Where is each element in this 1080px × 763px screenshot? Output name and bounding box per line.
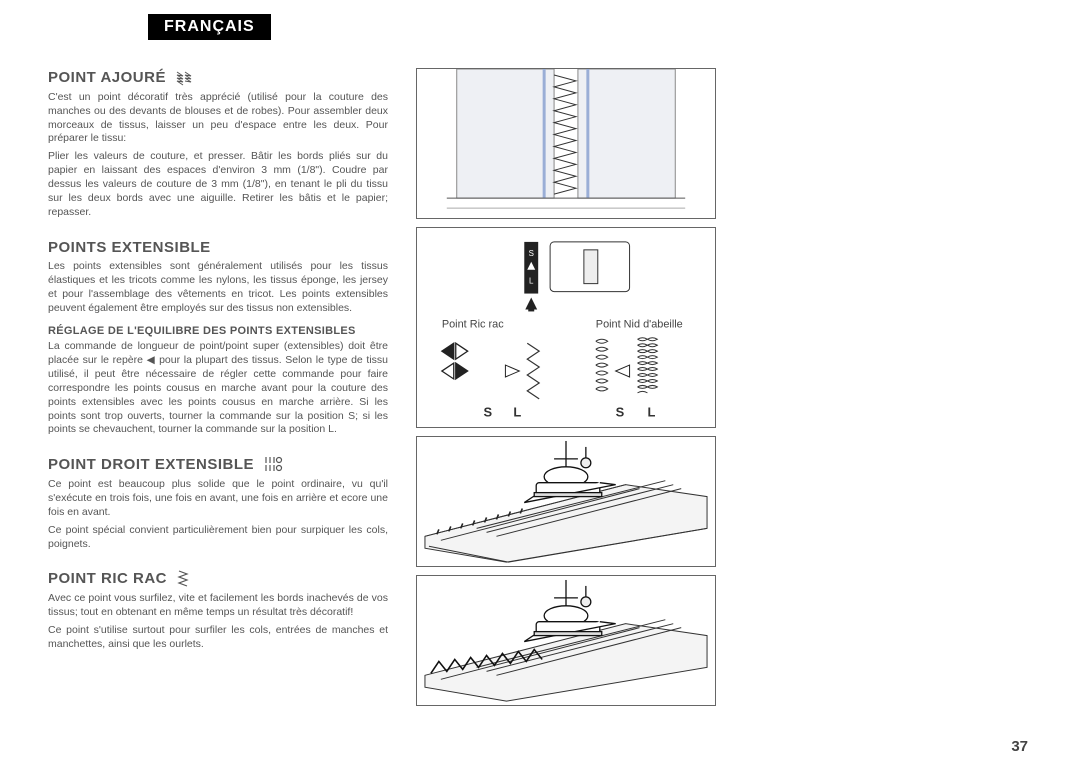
ext-p1: Les points extensibles sont généralement… xyxy=(48,260,388,315)
content-columns: POINT AJOURÉ C'est un point décoratif tr… xyxy=(48,68,1032,714)
figure-column: S L Point Ric rac Point Nid d'abeille xyxy=(416,68,716,714)
figure-balance: S L Point Ric rac Point Nid d'abeille xyxy=(416,227,716,428)
heading-droit: POINT DROIT EXTENSIBLE xyxy=(48,455,388,475)
heading-ext: POINTS EXTENSIBLE xyxy=(48,238,388,258)
droit-p2: Ce point spécial convient particulièreme… xyxy=(48,524,388,552)
fagoting-stitch-icon xyxy=(174,68,194,88)
text-column: POINT AJOURÉ C'est un point décoratif tr… xyxy=(48,68,388,714)
page-number: 37 xyxy=(1011,738,1028,755)
svg-text:L: L xyxy=(647,405,655,420)
droit-p1: Ce point est beaucoup plus solide que le… xyxy=(48,478,388,520)
heading-ext-text: POINTS EXTENSIBLE xyxy=(48,238,211,258)
ext-p2: La commande de longueur de point/point s… xyxy=(48,340,388,437)
label-nid: Point Nid d'abeille xyxy=(596,318,683,330)
ric-p1: Avec ce point vous surfilez, vite et fac… xyxy=(48,592,388,620)
svg-text:S: S xyxy=(616,405,625,420)
svg-text:L: L xyxy=(513,405,521,420)
ajoure-p2: Plier les valeurs de couture, et presser… xyxy=(48,150,388,219)
heading-ric-text: POINT RIC RAC xyxy=(48,569,167,589)
ric-p2: Ce point s'utilise surtout pour surfiler… xyxy=(48,624,388,652)
subheading-balance: RÉGLAGE DE L'EQUILIBRE DES POINTS EXTENS… xyxy=(48,324,388,339)
ajoure-p1: C'est un point décoratif très apprécié (… xyxy=(48,91,388,146)
svg-text:S: S xyxy=(484,405,493,420)
figure-straight-foot xyxy=(416,436,716,567)
heading-droit-text: POINT DROIT EXTENSIBLE xyxy=(48,455,254,475)
triple-straight-stitch-icon xyxy=(262,455,284,475)
heading-ajoure: POINT AJOURÉ xyxy=(48,68,388,88)
svg-text:L: L xyxy=(529,277,534,286)
language-tag: FRANÇAIS xyxy=(148,14,271,40)
heading-ajoure-text: POINT AJOURÉ xyxy=(48,68,166,88)
svg-text:S: S xyxy=(529,249,534,258)
label-ricrac: Point Ric rac xyxy=(442,318,504,330)
ricrac-stitch-icon xyxy=(175,569,193,589)
figure-ricrac-foot xyxy=(416,575,716,706)
heading-ric: POINT RIC RAC xyxy=(48,569,388,589)
figure-fagoting xyxy=(416,68,716,219)
